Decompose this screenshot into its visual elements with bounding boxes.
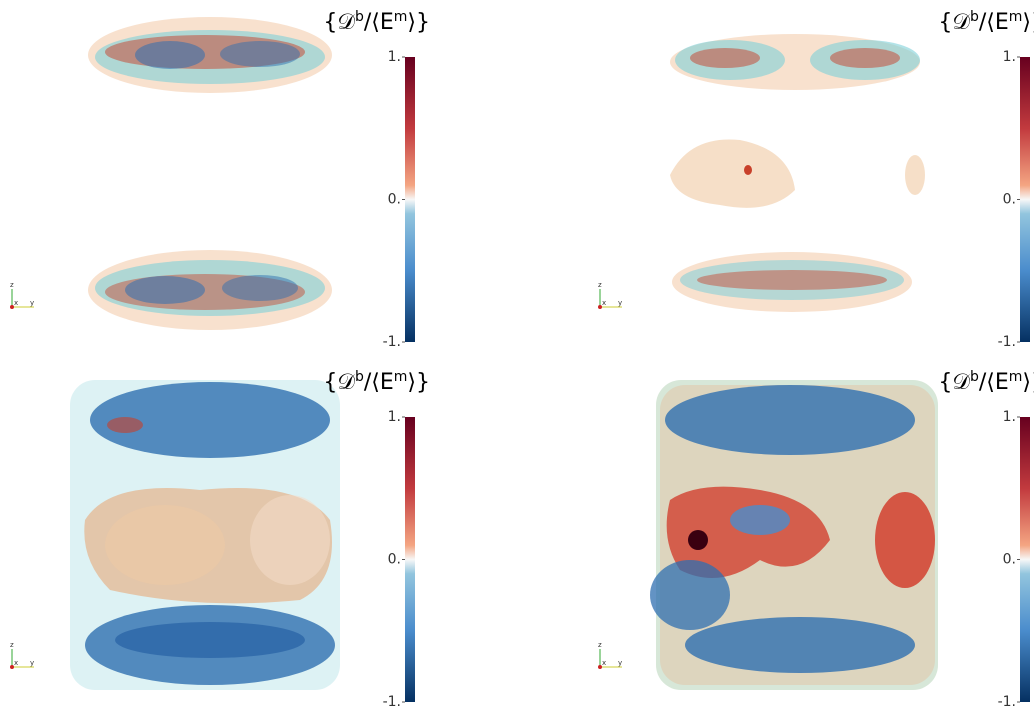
triad-label: x <box>602 299 606 307</box>
title-part: {𝒟 <box>323 10 355 35</box>
triad-label: y <box>618 299 622 307</box>
render-bottom-right <box>650 380 938 690</box>
colorbar-tick-label: 0. <box>1003 192 1016 208</box>
title-part: {𝒟 <box>938 10 970 35</box>
title-part: /⟨E <box>979 370 1009 395</box>
colorbar-title: {𝒟b/⟨Em⟩} <box>323 9 430 35</box>
axis-triad: z x y <box>10 641 34 669</box>
colorbar-tick-label: -1. <box>383 694 401 710</box>
title-part: {𝒟 <box>323 370 355 395</box>
colorbar-title: {𝒟b/⟨Em⟩} <box>323 369 430 395</box>
title-part: /⟨E <box>979 10 1009 35</box>
title-part: ⟩} <box>407 370 430 395</box>
colorbar-title: {𝒟b/⟨Em⟩} <box>938 369 1034 395</box>
colorbar-tick-label: -1. <box>383 334 401 350</box>
colorbar-tick-label: 1. <box>388 49 401 65</box>
title-part: ⟩} <box>407 10 430 35</box>
colorbar-tick-label: 1. <box>1003 49 1016 65</box>
colorbar <box>405 417 415 702</box>
colorbar <box>1020 417 1030 702</box>
triad-label: x <box>14 659 18 667</box>
colorbar-tick-label: -1. <box>998 694 1016 710</box>
title-part: /⟨E <box>364 10 394 35</box>
triad-label: z <box>598 641 602 649</box>
colorbar-tick-label: -1. <box>998 334 1016 350</box>
title-superscript: b <box>355 369 364 385</box>
title-part: /⟨E <box>364 370 394 395</box>
title-superscript: b <box>970 369 979 385</box>
colorbar-tick-label: 1. <box>388 409 401 425</box>
colorbar <box>1020 57 1030 342</box>
colorbar-tick-label: 0. <box>388 192 401 208</box>
title-superscript: b <box>355 9 364 25</box>
colorbar-tick-label: 1. <box>1003 409 1016 425</box>
colorbar-tick-label: 0. <box>1003 552 1016 568</box>
render-top-left <box>88 17 332 330</box>
triad-label: x <box>602 659 606 667</box>
triad-label: z <box>598 281 602 289</box>
triad-label: x <box>14 299 18 307</box>
triad-label: y <box>618 659 622 667</box>
title-superscript: m <box>1009 369 1023 385</box>
render-bottom-left <box>70 380 340 690</box>
triad-label: y <box>30 659 34 667</box>
title-superscript: m <box>1009 9 1023 25</box>
triad-x <box>598 665 602 669</box>
triad-x <box>10 665 14 669</box>
title-superscript: m <box>394 369 408 385</box>
triad-x <box>598 305 602 309</box>
triad-label: z <box>10 641 14 649</box>
triad-label: y <box>30 299 34 307</box>
title-part: ⟩} <box>1022 370 1034 395</box>
title-part: ⟩} <box>1022 10 1034 35</box>
colorbar-tick-label: 0. <box>388 552 401 568</box>
title-superscript: b <box>970 9 979 25</box>
colorbar <box>405 57 415 342</box>
colorbar-title: {𝒟b/⟨Em⟩} <box>938 9 1034 35</box>
axis-triad: z x y <box>598 281 622 309</box>
triad-x <box>10 305 14 309</box>
title-part: {𝒟 <box>938 370 970 395</box>
triad-label: z <box>10 281 14 289</box>
render-top-right <box>670 34 925 312</box>
axis-triad: z x y <box>598 641 622 669</box>
title-superscript: m <box>394 9 408 25</box>
axis-triad: z x y <box>10 281 34 309</box>
